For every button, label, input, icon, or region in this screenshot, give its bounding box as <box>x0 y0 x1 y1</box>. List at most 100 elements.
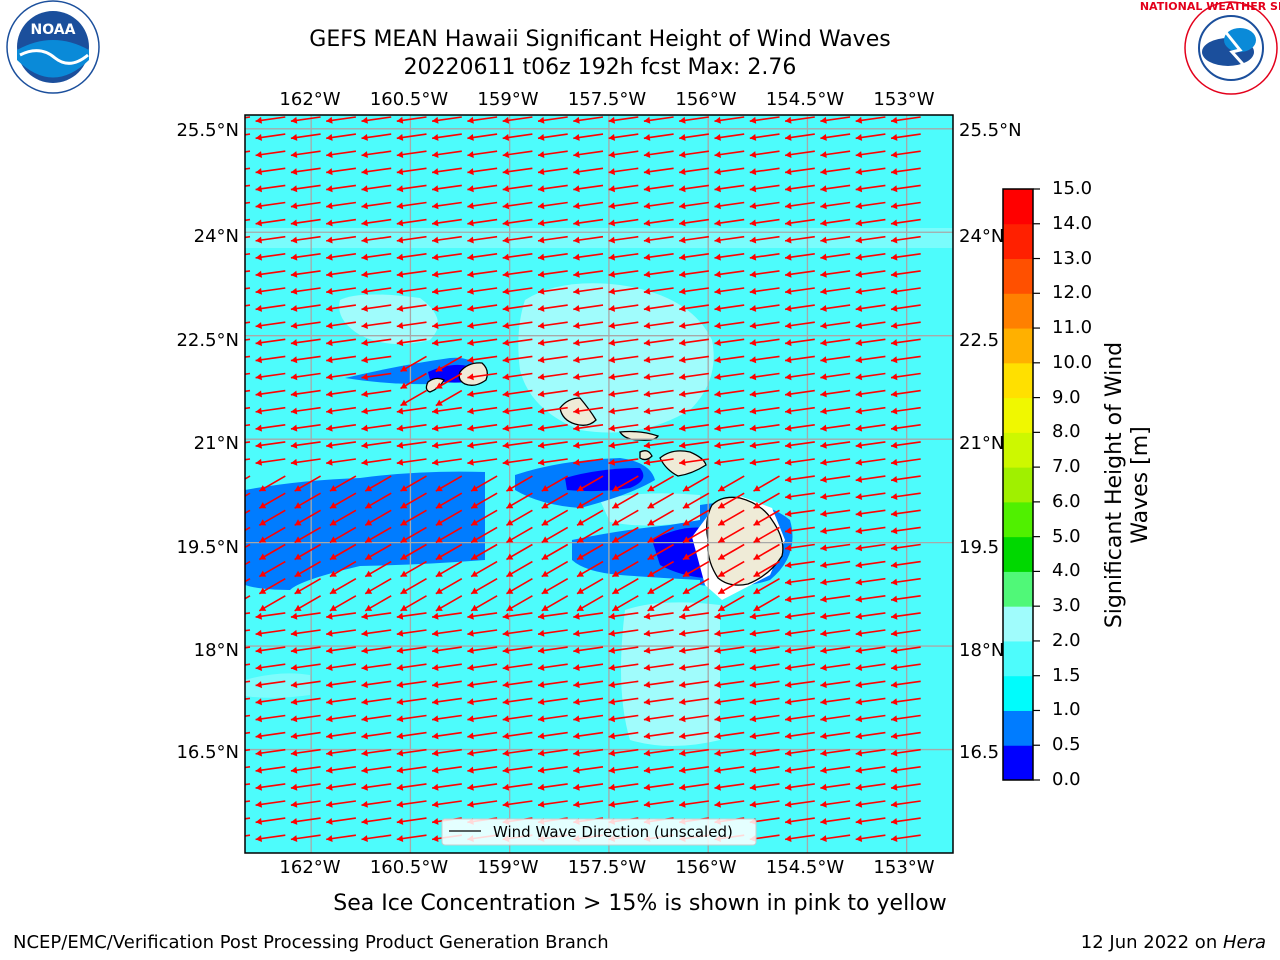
wave-direction-arrow <box>467 338 498 347</box>
wave-direction-arrow <box>608 424 639 432</box>
wave-direction-arrow <box>326 133 357 141</box>
wave-direction-arrow <box>749 424 780 432</box>
wave-direction-arrow <box>608 133 639 141</box>
wave-direction-arrow <box>753 543 780 561</box>
wave-direction-arrow <box>396 321 427 330</box>
wave-direction-arrow <box>784 321 815 330</box>
wave-direction-arrow <box>573 287 604 295</box>
wave-direction-arrow <box>749 150 780 159</box>
wave-direction-arrow <box>255 167 286 176</box>
wave-direction-arrow <box>855 218 886 227</box>
wave-direction-arrow <box>361 253 392 261</box>
wave-direction-arrow <box>361 338 392 347</box>
wave-direction-arrow <box>255 184 286 193</box>
wave-direction-arrow <box>467 167 498 176</box>
wave-direction-arrow <box>364 509 392 526</box>
colorbar-tick-label: 12.0 <box>1052 282 1093 304</box>
wave-direction-arrow <box>294 475 322 492</box>
colorbar-tick-label: 3.0 <box>1052 595 1081 617</box>
wave-direction-arrow <box>290 406 321 415</box>
wave-direction-arrow <box>714 424 745 432</box>
wave-direction-arrow <box>820 184 851 193</box>
wave-direction-arrow <box>679 253 710 261</box>
colorbar-tick-label: 7.0 <box>1052 456 1081 478</box>
wave-direction-arrow <box>290 304 321 312</box>
wave-direction-arrow <box>784 526 815 535</box>
wave-direction-arrow <box>576 526 604 544</box>
wave-direction-arrow <box>643 424 674 432</box>
wave-direction-arrow <box>396 184 427 193</box>
colorbar-ticks <box>1033 188 1040 781</box>
wave-direction-arrow <box>890 184 921 193</box>
wave-direction-arrow <box>255 441 286 449</box>
wave-direction-arrow <box>361 355 392 364</box>
wave-direction-arrow <box>608 201 639 210</box>
wave-direction-arrow <box>431 304 462 312</box>
wave-direction-arrow <box>329 526 357 544</box>
colorbar-tick-label: 14.0 <box>1052 212 1093 234</box>
wave-direction-arrow <box>890 509 921 518</box>
wave-direction-arrow <box>290 270 321 278</box>
wave-direction-arrow <box>255 270 286 278</box>
wave-direction-arrow <box>290 389 321 398</box>
wave-direction-arrow <box>820 543 851 552</box>
wave-direction-arrow <box>749 458 780 466</box>
wave-direction-arrow <box>290 201 321 210</box>
wave-direction-arrow <box>326 424 357 432</box>
wave-direction-arrow <box>502 270 533 278</box>
noaa-logo: NOAA <box>6 0 100 94</box>
wave-direction-arrow <box>255 287 286 295</box>
caption-text: Sea Ice Concentration > 15% is shown in … <box>333 891 947 916</box>
wave-direction-arrow <box>537 372 568 381</box>
wave-direction-arrow <box>573 253 604 261</box>
wave-direction-arrow <box>855 235 886 244</box>
wave-direction-arrow <box>255 389 286 398</box>
wave-direction-arrow <box>537 201 568 210</box>
colorbar-block <box>1003 536 1033 572</box>
wave-direction-arrow <box>749 389 780 398</box>
wave-direction-arrow <box>329 509 357 526</box>
wave-direction-arrow <box>290 253 321 261</box>
wave-direction-arrow <box>431 424 462 432</box>
wave-direction-arrow <box>258 492 286 509</box>
colorbar-blocks <box>1003 189 1033 781</box>
wave-direction-arrow <box>467 424 498 432</box>
wave-direction-arrow <box>467 304 498 312</box>
wave-direction-arrow <box>679 150 710 159</box>
wave-direction-arrow <box>608 150 639 159</box>
wave-direction-arrow <box>647 475 674 492</box>
wave-direction-arrow <box>611 526 639 544</box>
wave-direction-arrow <box>890 116 921 124</box>
wave-direction-arrow <box>643 253 674 261</box>
wave-direction-arrow <box>537 338 568 347</box>
wave-direction-arrow <box>890 441 921 449</box>
wave-direction-arrow <box>643 116 674 124</box>
wave-direction-arrow <box>643 270 674 278</box>
wave-direction-arrow <box>784 372 815 381</box>
wave-direction-arrow <box>820 321 851 330</box>
wave-direction-arrow <box>820 389 851 398</box>
wave-direction-arrow <box>364 526 392 544</box>
wave-direction-arrow <box>294 526 322 544</box>
colorbar-block <box>1003 293 1033 329</box>
wave-direction-arrow <box>749 287 780 295</box>
wave-direction-arrow <box>396 458 427 466</box>
wave-direction-arrow <box>714 321 745 330</box>
colorbar-tick-label: 11.0 <box>1052 317 1093 339</box>
colorbar-tick-label: 15.0 <box>1052 178 1093 199</box>
colorbar-tick-label: 2.0 <box>1052 629 1081 651</box>
wave-direction-arrow <box>502 253 533 261</box>
wave-direction-arrow <box>714 116 745 124</box>
wave-direction-arrow <box>573 150 604 159</box>
wave-direction-arrow <box>784 338 815 347</box>
wave-direction-arrow <box>855 270 886 278</box>
wave-direction-arrow <box>502 304 533 312</box>
wave-direction-arrow <box>396 235 427 244</box>
wave-direction-arrow <box>290 441 321 449</box>
wave-direction-arrow <box>784 184 815 193</box>
wave-direction-arrow <box>573 235 604 244</box>
wave-direction-arrow <box>749 184 780 193</box>
wave-direction-arrow <box>255 133 286 141</box>
wave-direction-arrow <box>611 543 639 561</box>
wave-direction-arrow <box>608 458 639 466</box>
